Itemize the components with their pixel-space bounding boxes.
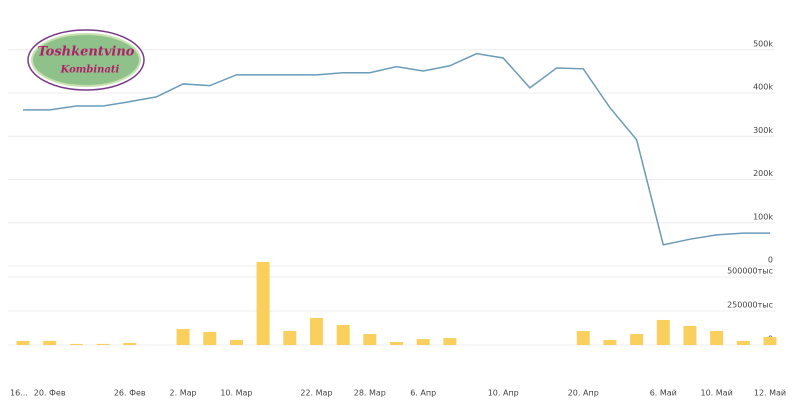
volume-bar	[736, 340, 750, 345]
x-tick-label: 2. Мар	[170, 389, 197, 398]
y-tick-label: 100k	[753, 212, 773, 221]
x-tick-label: 16...	[10, 389, 28, 398]
volume-bar	[69, 343, 83, 345]
volume-bar	[710, 330, 724, 345]
volume-bar	[309, 317, 323, 345]
volume-bar	[283, 330, 297, 345]
price-line	[23, 52, 770, 246]
volume-bar	[229, 339, 243, 345]
x-tick-label: 20. Апр	[568, 389, 599, 398]
volume-bar	[416, 339, 430, 345]
volume-bar	[656, 319, 670, 345]
x-tick-label: 6. Апр	[410, 389, 436, 398]
y-tick-label: 0	[768, 256, 773, 265]
volume-bar	[16, 340, 30, 345]
y-tick-label: 500000тыс	[727, 266, 773, 275]
x-tick-label: 10. Май	[701, 389, 733, 398]
x-tick-label: 12. Май	[754, 389, 786, 398]
x-tick-label: 10. Мар	[220, 389, 252, 398]
volume-bar	[96, 343, 110, 345]
logo-subtitle: Kombinati	[60, 65, 120, 76]
volume-bar	[256, 261, 270, 345]
y-tick-label: 200k	[753, 169, 773, 178]
y-tick-label: 500k	[753, 39, 773, 48]
volume-bar	[683, 325, 697, 345]
plot: 0100k200k300k400k500k0250000тыс500000тыс…	[8, 39, 786, 398]
x-tick-label: 20. Фев	[34, 389, 66, 398]
volume-bar	[336, 324, 350, 345]
x-tick-label: 26. Фев	[114, 389, 146, 398]
volume-bar	[443, 338, 457, 345]
y-tick-label: 300k	[753, 126, 773, 135]
volume-bar	[603, 339, 617, 345]
volume-bar	[363, 333, 377, 345]
logo: Toshkentvino Kombinati	[27, 29, 145, 91]
volume-bar	[176, 328, 190, 345]
x-tick-label: 28. Мар	[354, 389, 386, 398]
x-tick-label: 22. Мар	[300, 389, 332, 398]
volume-bar	[630, 333, 644, 345]
volume-bar	[43, 340, 57, 345]
x-tick-label: 6. Май	[650, 389, 677, 398]
logo-title: Toshkentvino	[38, 45, 135, 60]
y-tick-label: 400k	[753, 83, 773, 92]
volume-bar	[390, 342, 403, 345]
volume-bar	[763, 336, 777, 345]
x-tick-label: 10. Апр	[488, 389, 519, 398]
y-tick-label: 250000тыс	[727, 300, 773, 309]
volume-bar	[123, 342, 137, 345]
volume-bar	[576, 330, 590, 345]
volume-bar	[203, 331, 217, 345]
